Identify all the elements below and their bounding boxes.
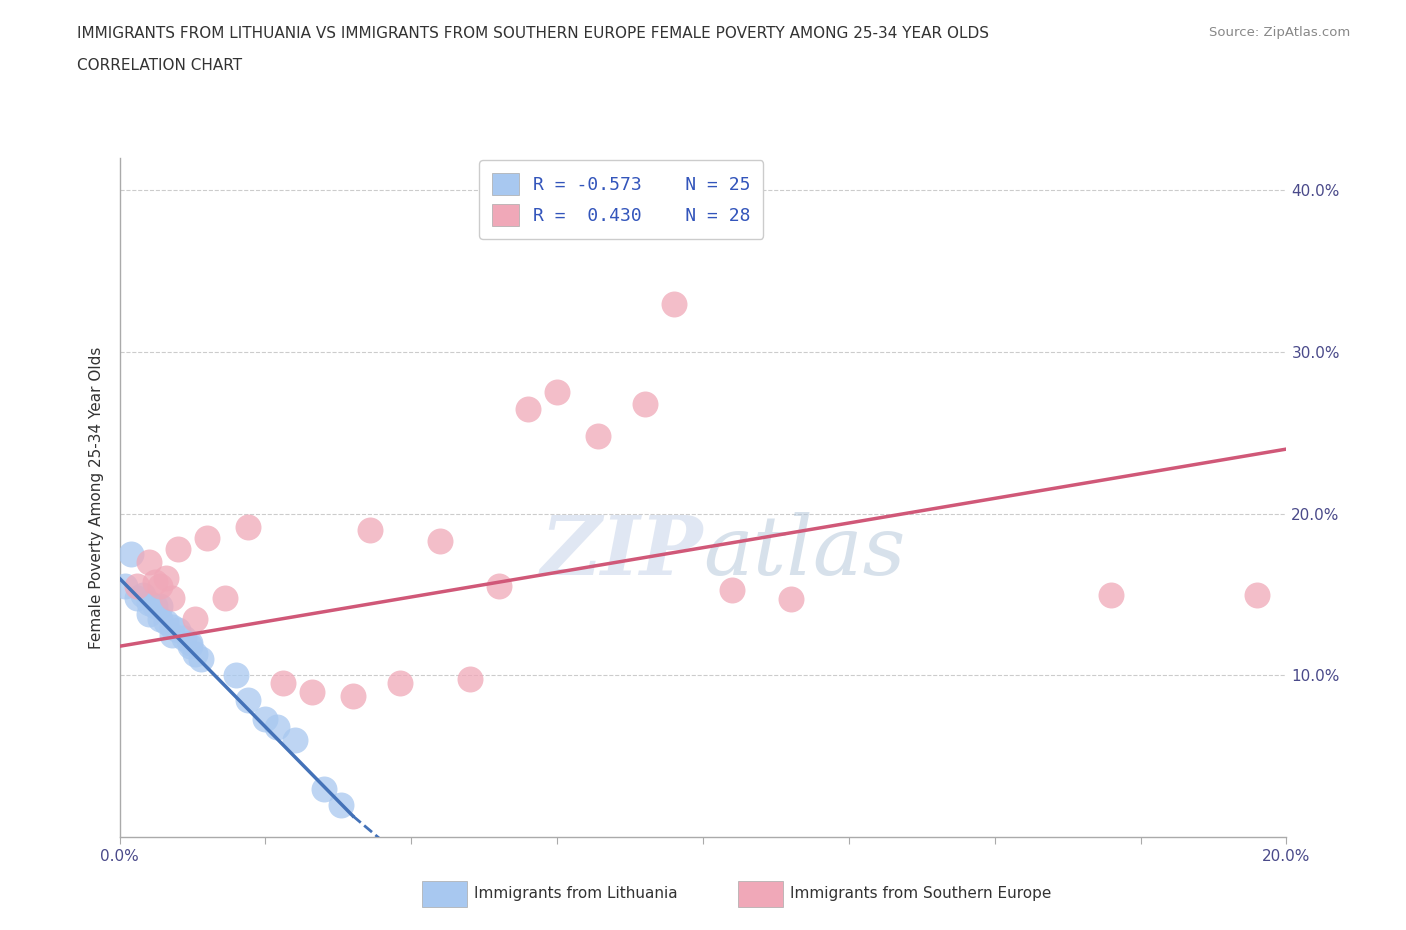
Text: CORRELATION CHART: CORRELATION CHART — [77, 58, 242, 73]
Point — [488, 579, 510, 594]
Point — [214, 591, 236, 605]
Point — [254, 711, 277, 726]
Point — [517, 401, 540, 416]
Point — [546, 385, 568, 400]
Point — [359, 523, 381, 538]
Point — [184, 647, 207, 662]
Text: Immigrants from Southern Europe: Immigrants from Southern Europe — [790, 886, 1052, 901]
Y-axis label: Female Poverty Among 25-34 Year Olds: Female Poverty Among 25-34 Year Olds — [89, 346, 104, 649]
Point — [283, 733, 307, 748]
Point — [149, 579, 172, 594]
Point — [160, 619, 183, 634]
Point — [330, 797, 353, 812]
Point — [236, 692, 259, 707]
Point — [179, 635, 201, 650]
Point — [195, 530, 218, 545]
Point — [125, 591, 148, 605]
Text: ZIP: ZIP — [540, 512, 703, 591]
Point — [160, 591, 183, 605]
Text: Immigrants from Lithuania: Immigrants from Lithuania — [474, 886, 678, 901]
Text: atlas: atlas — [703, 512, 905, 591]
Point — [138, 595, 160, 610]
Point — [149, 611, 172, 626]
Point — [586, 429, 609, 444]
Point — [155, 571, 177, 586]
Point — [271, 676, 294, 691]
Point — [458, 671, 481, 686]
Point — [114, 579, 136, 594]
Point — [143, 598, 166, 613]
Point — [429, 534, 451, 549]
Point — [173, 631, 195, 645]
Text: Source: ZipAtlas.com: Source: ZipAtlas.com — [1209, 26, 1350, 39]
Text: IMMIGRANTS FROM LITHUANIA VS IMMIGRANTS FROM SOUTHERN EUROPE FEMALE POVERTY AMON: IMMIGRANTS FROM LITHUANIA VS IMMIGRANTS … — [77, 26, 990, 41]
Point — [1246, 587, 1268, 602]
Point — [266, 720, 288, 735]
Point — [312, 781, 335, 796]
Point — [166, 542, 188, 557]
Point — [633, 396, 655, 411]
Point — [120, 547, 142, 562]
Point — [301, 684, 323, 699]
Point — [149, 598, 172, 613]
Legend: R = -0.573    N = 25, R =  0.430    N = 28: R = -0.573 N = 25, R = 0.430 N = 28 — [479, 160, 763, 239]
Point — [160, 628, 183, 643]
Point — [138, 606, 160, 621]
Point — [236, 519, 259, 534]
Point — [143, 574, 166, 589]
Point — [342, 689, 364, 704]
Point — [125, 579, 148, 594]
Point — [132, 587, 155, 602]
Point — [1099, 587, 1122, 602]
Point — [190, 652, 212, 667]
Point — [662, 296, 685, 311]
Point — [225, 668, 247, 683]
Point — [179, 639, 201, 654]
Point — [138, 555, 160, 570]
Point — [388, 676, 411, 691]
Point — [155, 615, 177, 630]
Point — [721, 582, 744, 597]
Point — [166, 623, 188, 638]
Point — [184, 611, 207, 626]
Point — [779, 592, 801, 607]
